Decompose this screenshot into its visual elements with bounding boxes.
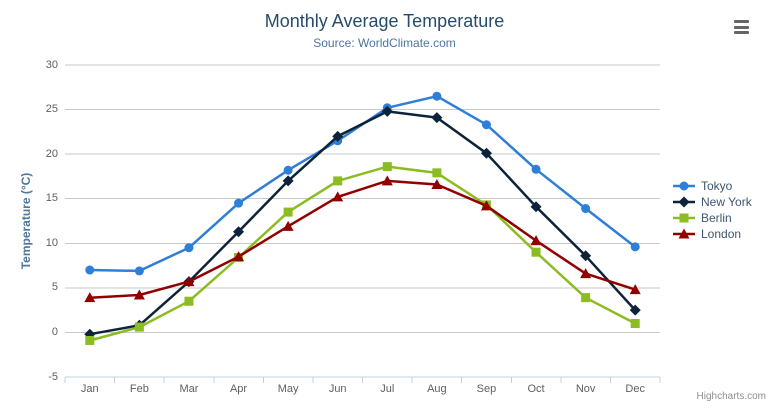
x-axis-label: Oct xyxy=(527,383,545,395)
y-axis-label: 10 xyxy=(45,236,58,249)
data-point-new-york[interactable] xyxy=(282,175,294,187)
data-point-london[interactable] xyxy=(431,178,443,189)
data-point-tokyo[interactable] xyxy=(432,91,442,101)
data-point-tokyo[interactable] xyxy=(134,266,144,276)
data-point-tokyo[interactable] xyxy=(630,242,640,252)
series-line-new-york xyxy=(88,110,637,336)
data-point-berlin[interactable] xyxy=(531,247,541,257)
legend-item-new-york[interactable]: New York xyxy=(672,194,752,210)
data-point-tokyo[interactable] xyxy=(481,120,491,130)
y-axis-label: 15 xyxy=(45,192,58,205)
data-point-london[interactable] xyxy=(480,200,492,211)
hamburger-bar xyxy=(734,20,749,23)
x-axis-label: Dec xyxy=(625,383,645,395)
data-point-london[interactable] xyxy=(629,284,641,295)
x-axis-label: Nov xyxy=(575,383,596,395)
data-point-berlin[interactable] xyxy=(581,293,591,303)
data-point-berlin[interactable] xyxy=(333,176,343,186)
data-point-new-york[interactable] xyxy=(530,201,542,213)
data-point-tokyo[interactable] xyxy=(85,265,95,275)
x-axis-label: Sep xyxy=(476,383,497,395)
legend-symbol[interactable] xyxy=(679,213,689,223)
data-point-london[interactable] xyxy=(580,268,592,279)
y-axis-label: 30 xyxy=(45,58,58,71)
legend-label: London xyxy=(701,227,742,241)
x-axis-label: May xyxy=(277,383,299,395)
y-axis-label: -5 xyxy=(48,370,58,383)
legend-marker-london xyxy=(673,228,695,239)
legend-symbol[interactable] xyxy=(678,196,690,208)
legend-label: New York xyxy=(701,195,752,209)
hamburger-bar xyxy=(734,25,749,29)
highcharts-credit-link[interactable]: Highcharts.com xyxy=(696,391,766,402)
legend-item-tokyo[interactable]: Tokyo xyxy=(672,178,752,194)
data-point-tokyo[interactable] xyxy=(531,164,541,174)
export-menu-button[interactable] xyxy=(729,18,754,40)
data-point-berlin[interactable] xyxy=(134,322,144,332)
x-axis-label: Mar xyxy=(179,383,199,395)
data-point-new-york[interactable] xyxy=(233,226,245,238)
legend-symbol[interactable] xyxy=(678,228,690,239)
legend-item-berlin[interactable]: Berlin xyxy=(672,210,752,226)
data-point-berlin[interactable] xyxy=(283,207,293,217)
data-point-london[interactable] xyxy=(530,235,542,246)
data-point-london[interactable] xyxy=(381,175,393,186)
data-point-new-york[interactable] xyxy=(480,147,492,159)
chart-title: Monthly Average Temperature xyxy=(264,11,505,31)
data-point-london[interactable] xyxy=(183,276,195,287)
data-point-new-york[interactable] xyxy=(580,250,592,262)
data-point-london[interactable] xyxy=(133,289,145,300)
x-axis-label: Feb xyxy=(129,383,149,395)
y-axis-label: 0 xyxy=(51,325,58,338)
data-point-new-york[interactable] xyxy=(381,105,393,117)
data-point-berlin[interactable] xyxy=(630,319,640,329)
data-point-london[interactable] xyxy=(332,191,344,202)
hamburger-icon xyxy=(731,20,752,34)
legend-marker-new-york xyxy=(673,196,695,208)
legend-symbol[interactable] xyxy=(679,181,689,191)
legend-item-london[interactable]: London xyxy=(672,226,752,242)
data-point-tokyo[interactable] xyxy=(184,243,194,253)
series-line-berlin xyxy=(88,165,637,342)
data-point-berlin[interactable] xyxy=(432,168,442,178)
data-point-berlin[interactable] xyxy=(382,162,392,172)
series-line-tokyo xyxy=(88,94,637,273)
legend-label: Tokyo xyxy=(701,179,733,193)
series-line-london xyxy=(88,179,637,299)
data-point-new-york[interactable] xyxy=(332,130,344,142)
x-axis-label: Jan xyxy=(80,383,99,395)
y-axis-label: 25 xyxy=(45,103,58,116)
data-point-london[interactable] xyxy=(84,292,96,303)
x-axis-label: Apr xyxy=(229,383,248,395)
legend: Tokyo New York Berlin London xyxy=(672,178,752,242)
data-point-tokyo[interactable] xyxy=(283,165,293,175)
data-point-tokyo[interactable] xyxy=(581,204,591,214)
y-axis-label: 20 xyxy=(45,147,58,160)
legend-marker-tokyo xyxy=(673,181,695,191)
chart-subtitle: Source: WorldClimate.com xyxy=(313,36,456,50)
data-point-tokyo[interactable] xyxy=(234,198,244,208)
x-axis-label: Jul xyxy=(380,383,395,395)
data-point-london[interactable] xyxy=(233,251,245,262)
legend-label: Berlin xyxy=(701,211,732,225)
data-point-new-york[interactable] xyxy=(431,112,443,124)
data-point-london[interactable] xyxy=(282,220,294,231)
legend-marker-berlin xyxy=(673,213,695,223)
data-point-new-york[interactable] xyxy=(629,304,641,316)
x-axis-label: Aug xyxy=(427,383,447,395)
x-axis-label: Jun xyxy=(328,383,347,395)
y-axis-label: 5 xyxy=(51,281,58,294)
data-point-berlin[interactable] xyxy=(184,296,194,306)
data-point-berlin[interactable] xyxy=(85,335,95,345)
hamburger-bar xyxy=(734,31,749,34)
